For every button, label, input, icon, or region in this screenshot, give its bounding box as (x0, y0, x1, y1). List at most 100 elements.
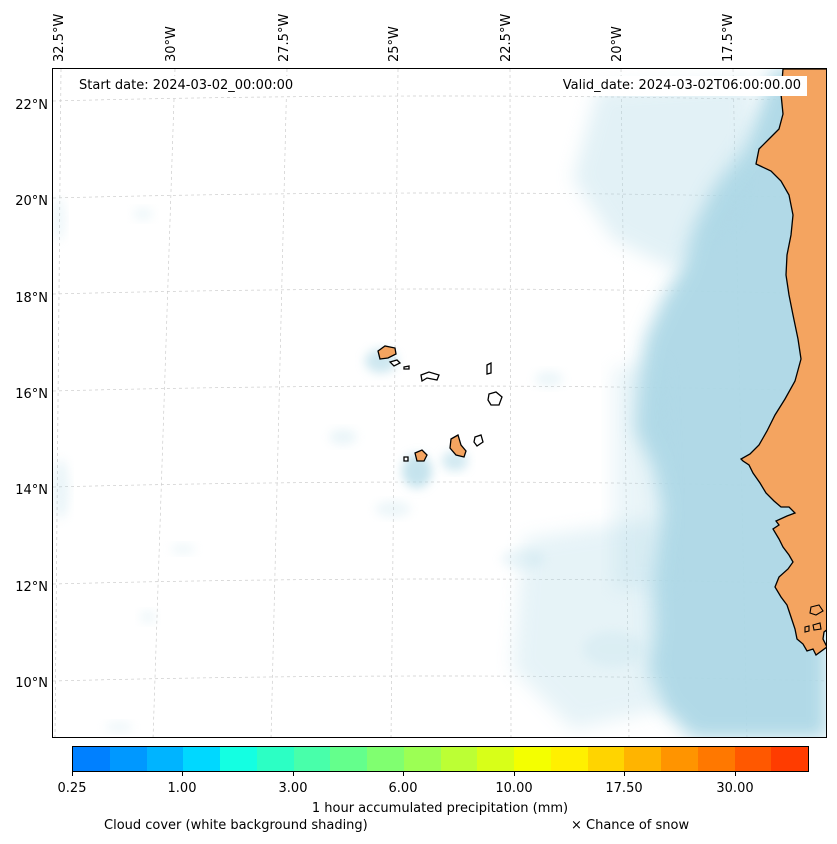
cape-verde-islands (377, 345, 503, 462)
colorbar-tick-label: 17.50 (605, 781, 643, 796)
colorbar-segment (146, 747, 184, 771)
meridian-gridline (270, 69, 288, 737)
parallel-gridline (53, 578, 826, 585)
colorbar-segment (661, 747, 698, 771)
cloud-patch-fogo (402, 454, 432, 488)
meridian-gridline (54, 69, 62, 737)
cloud-patch-sea-1 (329, 429, 357, 445)
colorbar-segment (697, 747, 735, 771)
colorbar-segment (183, 747, 220, 771)
parallel-gridline (53, 675, 826, 682)
map-panel[interactable] (52, 68, 827, 738)
meridian-gridline (509, 69, 512, 737)
colorbar-label: 1 hour accumulated precipitation (mm) (311, 801, 569, 816)
colorbar-tick-label: 0.25 (57, 781, 87, 796)
colorbar-tick (735, 772, 736, 776)
longitude-label: 32.5°W (52, 13, 67, 62)
colorbar-segment (587, 747, 625, 771)
island-santa-luzia (403, 365, 410, 370)
colorbar-segment (73, 747, 110, 771)
longitude-label: 20°W (610, 26, 625, 62)
cloud-patch-west-edge (53, 459, 69, 519)
cloud-patch-sea-7 (140, 611, 156, 623)
colorbar-segment (403, 747, 441, 771)
cloud-patch-sea-6 (171, 544, 195, 554)
colorbar-segment (220, 747, 257, 771)
parallel-gridline (53, 192, 826, 199)
colorbar-segment (550, 747, 588, 771)
latitude-label: 20°N (15, 194, 48, 209)
parallel-gridline (53, 481, 826, 488)
island-sal (486, 361, 492, 375)
latitude-label: 18°N (15, 291, 48, 306)
colorbar-tick (293, 772, 294, 776)
cloud-wisp-east-margin (613, 359, 673, 589)
meridian-gridline (390, 69, 399, 737)
meridian-gridline (152, 69, 176, 737)
map-canvas[interactable] (53, 69, 827, 738)
colorbar-tick-label: 6.00 (388, 781, 418, 796)
colorbar-segment (109, 747, 147, 771)
island-maio (473, 434, 484, 447)
island-brava (403, 456, 409, 462)
cloud-patch-sea-4 (535, 371, 563, 387)
colorbar-tick (182, 772, 183, 776)
cloud-wisp-north (573, 79, 753, 269)
latitude-label: 16°N (15, 387, 48, 402)
west-africa-landmass (739, 69, 826, 656)
coastal-island (804, 625, 810, 633)
colorbar-segment (330, 747, 367, 771)
island-santo-antao (377, 345, 397, 360)
longitude-label: 30°W (164, 26, 179, 62)
parallel-gridline (53, 288, 826, 295)
colorbar-segment (367, 747, 404, 771)
snow-chance-note: × Chance of snow (571, 818, 690, 833)
colorbar-segment (514, 747, 551, 771)
latitude-label: 12°N (15, 580, 48, 595)
island-santiago (449, 434, 467, 458)
cloud-patch-west-edge-2 (53, 197, 65, 241)
colorbar-segment (293, 747, 331, 771)
parallel-gridline (53, 95, 826, 102)
precipitation-colorbar (72, 746, 809, 772)
coastal-islands (804, 604, 824, 633)
cloud-patch-sea-8 (583, 631, 643, 667)
coastal-island (812, 622, 822, 631)
colorbar-tick-label: 1.00 (167, 781, 197, 796)
colorbar-segment (734, 747, 772, 771)
colorbar-segment (477, 747, 514, 771)
cloud-cover-note: Cloud cover (white background shading) (104, 818, 368, 833)
latitude-label: 14°N (15, 483, 48, 498)
latitude-label: 10°N (15, 676, 48, 691)
cloud-cover-shading (53, 69, 826, 737)
colorbar-segment (256, 747, 294, 771)
longitude-label: 22.5°W (499, 13, 514, 62)
longitude-label: 27.5°W (277, 13, 292, 62)
start-date-label: Start date: 2024-03-02_00:00:00 (73, 76, 300, 96)
cloud-patch-sea-5 (133, 208, 153, 220)
colorbar-tick-label: 10.00 (495, 781, 533, 796)
colorbar-tick (72, 772, 73, 776)
island-sao-vicente (388, 359, 402, 367)
colorbar-segment (771, 747, 808, 771)
colorbar-segment (440, 747, 478, 771)
colorbar-segment (624, 747, 661, 771)
island-fogo (414, 449, 428, 462)
colorbar-tick-label: 30.00 (716, 781, 754, 796)
coastal-island (809, 604, 824, 616)
cloud-band-west-africa (635, 69, 826, 737)
parallel-gridline (53, 385, 826, 392)
colorbar-tick (514, 772, 515, 776)
latitude-label: 22°N (15, 98, 48, 113)
colorbar-tick-label: 3.00 (278, 781, 308, 796)
longitude-label: 17.5°W (721, 13, 736, 62)
cloud-patch-sea-3 (501, 549, 545, 569)
longitude-label: 25°W (387, 26, 402, 62)
cloud-patch-sea-9 (105, 722, 133, 732)
cloud-patch-sea-2 (375, 501, 411, 517)
colorbar-tick (624, 772, 625, 776)
colorbar-tick (403, 772, 404, 776)
island-boa-vista (487, 391, 503, 406)
valid-date-label: Valid_date: 2024-03-02T06:00:00.00 (556, 76, 807, 96)
island-sao-nicolau (420, 371, 440, 383)
